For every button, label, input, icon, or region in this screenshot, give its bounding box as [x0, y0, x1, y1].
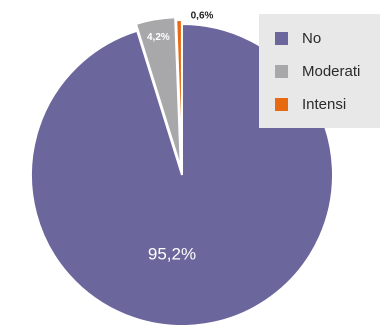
legend-swatch-no [275, 32, 288, 45]
legend-item-moderati: Moderati [275, 63, 380, 79]
legend-label-intensi: Intensi [302, 96, 346, 113]
legend-swatch-moderati [275, 65, 288, 78]
legend-swatch-intensi [275, 98, 288, 111]
data-label-intensi: 0,6% [191, 11, 214, 22]
legend-label-no: No [302, 30, 321, 47]
legend: No Moderati Intensi [259, 14, 380, 128]
legend-label-moderati: Moderati [302, 63, 360, 80]
legend-item-intensi: Intensi [275, 96, 380, 112]
legend-item-no: No [275, 30, 380, 46]
data-label-moderati: 4,2% [147, 32, 170, 43]
data-label-no: 95,2% [148, 244, 196, 263]
